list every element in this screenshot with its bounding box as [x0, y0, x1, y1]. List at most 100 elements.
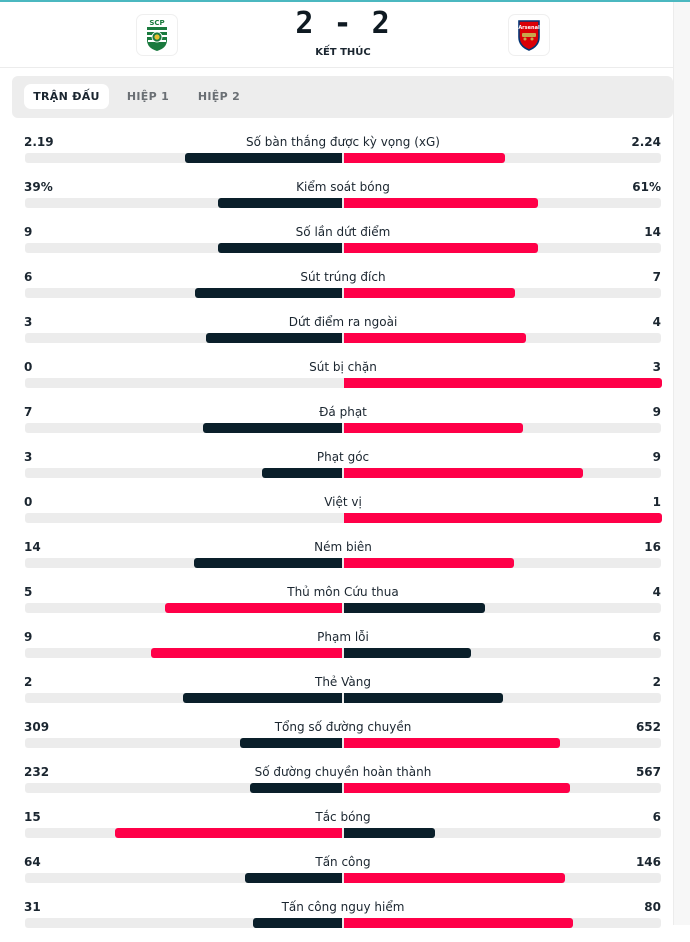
stat-row: 9 Số lần dứt điểm 14 [0, 222, 674, 267]
home-stat-bar [253, 918, 342, 928]
home-stat-value: 0 [24, 360, 33, 374]
stat-label: Thẻ Vàng [315, 675, 371, 689]
away-stat-bar [344, 198, 538, 208]
away-stat-value: 3 [652, 360, 661, 374]
away-stat-bar [344, 423, 523, 433]
away-stat-bar [344, 378, 662, 388]
home-stat-bar [183, 693, 342, 703]
home-stat-value: 3 [24, 450, 33, 464]
home-stat-bar [151, 648, 342, 658]
home-stat-bar [218, 198, 342, 208]
stat-row: 6 Sút trúng đích 7 [0, 267, 674, 312]
away-stat-value: 80 [644, 900, 661, 914]
stat-bar-track [25, 153, 661, 163]
home-stat-value: 64 [24, 855, 41, 869]
home-stat-bar [218, 243, 342, 253]
away-stat-bar [344, 918, 573, 928]
away-stat-value: 9 [652, 405, 661, 419]
away-stat-bar [344, 288, 515, 298]
home-stat-value: 31 [24, 900, 41, 914]
stat-bar-track [25, 738, 661, 748]
home-stat-bar [165, 603, 342, 613]
home-stat-bar [185, 153, 342, 163]
away-stat-bar [344, 243, 538, 253]
home-stat-value: 3 [24, 315, 33, 329]
stat-row: 3 Phạt góc 9 [0, 447, 674, 492]
stat-row: 2 Thẻ Vàng 2 [0, 672, 674, 717]
stat-label: Số lần dứt điểm [295, 225, 391, 239]
away-stat-value: 9 [652, 450, 661, 464]
stat-row: 9 Phạm lỗi 6 [0, 627, 674, 672]
stat-bar-track [25, 918, 661, 928]
away-stat-value: 6 [652, 810, 661, 824]
home-stat-value: 5 [24, 585, 33, 599]
stat-label: Đá phạt [319, 405, 367, 419]
away-stat-bar [344, 153, 505, 163]
stat-label: Tổng số đường chuyền [274, 720, 412, 734]
home-stat-bar [115, 828, 342, 838]
away-crest-text: Arsenal [518, 25, 540, 31]
match-score: 2 - 2 [295, 6, 391, 41]
stat-bar-track [25, 198, 661, 208]
stat-label: Thủ môn Cứu thua [287, 585, 399, 599]
away-stat-bar [344, 603, 485, 613]
stat-bar-track [25, 693, 661, 703]
stat-label: Sút trúng đích [300, 270, 386, 284]
away-stat-bar [344, 783, 570, 793]
stat-bar-track [25, 513, 662, 523]
match-status: KẾT THÚC [315, 47, 371, 58]
stat-bar-track [25, 558, 661, 568]
stat-row: 31 Tấn công nguy hiểm 80 [0, 897, 674, 942]
away-stat-bar [344, 513, 662, 523]
away-stat-value: 6 [652, 630, 661, 644]
away-stat-bar [344, 468, 583, 478]
stat-bar-track [25, 468, 661, 478]
home-stat-bar [250, 783, 342, 793]
stat-row: 7 Đá phạt 9 [0, 402, 674, 447]
arsenal-crest-icon: Arsenal [518, 20, 540, 51]
stat-row: 15 Tắc bóng 6 [0, 807, 674, 852]
stat-row: 0 Sút bị chặn 3 [0, 357, 674, 402]
home-stat-bar [206, 333, 342, 343]
home-stat-bar [203, 423, 342, 433]
home-stat-value: 0 [24, 495, 33, 509]
home-stat-value: 6 [24, 270, 33, 284]
stat-bar-track [25, 603, 661, 613]
away-team-crest[interactable]: Arsenal [508, 14, 550, 56]
stat-bar-track [25, 783, 661, 793]
home-stat-bar [245, 873, 342, 883]
home-stat-value: 9 [24, 630, 33, 644]
home-crest-text: SCP [149, 19, 164, 27]
away-stat-value: 4 [652, 315, 661, 329]
tab-first-half[interactable]: HIỆP 1 [126, 90, 170, 103]
stat-label: Số bàn thắng được kỳ vọng (xG) [246, 135, 440, 149]
stat-row: 64 Tấn công 146 [0, 852, 674, 897]
home-stat-bar [194, 558, 342, 568]
home-stat-bar [195, 288, 342, 298]
stat-row: 0 Việt vị 1 [0, 492, 674, 537]
away-stat-bar [344, 738, 560, 748]
home-team-crest[interactable]: SCP [136, 14, 178, 56]
stat-bar-track [25, 288, 661, 298]
stat-bar-track [25, 423, 661, 433]
scrollbar[interactable] [673, 2, 690, 925]
away-stat-value: 146 [635, 855, 661, 869]
away-stat-bar [344, 333, 526, 343]
home-stat-value: 39% [24, 180, 53, 194]
stat-label: Phạm lỗi [317, 630, 369, 644]
away-stat-bar [344, 558, 514, 568]
stat-label: Dứt điểm ra ngoài [288, 315, 398, 329]
stat-bar-track [25, 828, 661, 838]
stat-bar-track [25, 333, 661, 343]
away-stat-value: 1 [652, 495, 661, 509]
tab-match[interactable]: TRẬN ĐẤU [24, 84, 109, 109]
stat-bar-track [25, 378, 662, 388]
home-stat-value: 15 [24, 810, 41, 824]
stat-row: 232 Số đường chuyền hoàn thành 567 [0, 762, 674, 807]
stat-bar-track [25, 648, 661, 658]
away-stat-bar [344, 873, 565, 883]
stat-row: 309 Tổng số đường chuyền 652 [0, 717, 674, 762]
tab-second-half[interactable]: HIỆP 2 [197, 90, 241, 103]
home-stat-value: 2.19 [24, 135, 54, 149]
away-stat-bar [344, 693, 503, 703]
